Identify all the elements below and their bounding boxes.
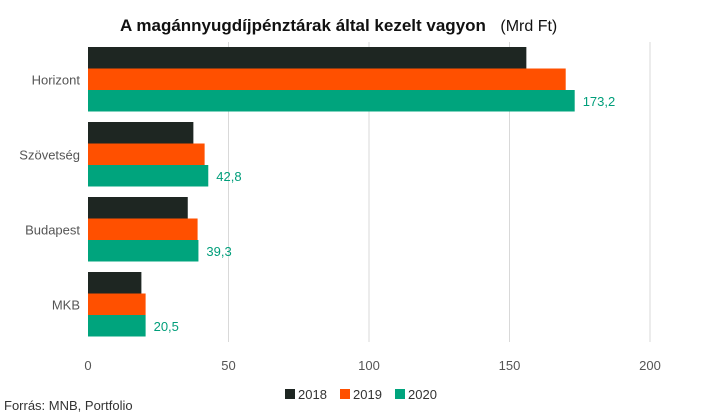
labels: 0 50 100 150 200 Horizont 173,2 Szövetség 42,8 Bu… [19, 72, 661, 373]
bar-2020-0 [88, 90, 575, 112]
chart-title-main: A magánnyugdíjpénztárak által kezelt vag… [120, 16, 486, 35]
bar-2019-0 [88, 68, 566, 90]
bar-2020-1 [88, 165, 209, 187]
bar-2019-1 [88, 143, 205, 165]
legend: 2018 2019 2020 [285, 387, 437, 402]
category-label: Budapest [25, 222, 80, 237]
chart-title-unit: (Mrd Ft) [500, 18, 557, 35]
data-label: 39,3 [206, 244, 231, 259]
legend-label: 2020 [408, 387, 437, 402]
x-tick-label: 200 [639, 358, 661, 373]
category-label: Horizont [32, 72, 81, 87]
bar-2020-3 [88, 315, 146, 337]
legend-swatch [395, 389, 405, 399]
bar-2018-2 [88, 197, 188, 219]
bars [88, 47, 575, 337]
legend-label: 2019 [353, 387, 382, 402]
bar-2018-1 [88, 122, 194, 144]
x-tick-label: 50 [221, 358, 235, 373]
chart-title: A magánnyugdíjpénztárak által kezelt vag… [120, 16, 557, 35]
source-note: Forrás: MNB, Portfolio [4, 398, 133, 413]
x-tick-label: 150 [499, 358, 521, 373]
data-label: 42,8 [216, 169, 241, 184]
bar-2020-2 [88, 240, 199, 262]
category-label: Szövetség [19, 147, 80, 162]
legend-swatch [340, 389, 350, 399]
bar-2018-3 [88, 272, 142, 294]
x-tick-label: 0 [84, 358, 91, 373]
x-tick-label: 100 [358, 358, 380, 373]
legend-swatch [285, 389, 295, 399]
bar-2018-0 [88, 47, 527, 69]
bar-2019-3 [88, 293, 146, 315]
bar-2019-2 [88, 218, 198, 240]
data-label: 173,2 [583, 94, 616, 109]
data-label: 20,5 [154, 319, 179, 334]
legend-label: 2018 [298, 387, 327, 402]
category-label: MKB [52, 297, 80, 312]
